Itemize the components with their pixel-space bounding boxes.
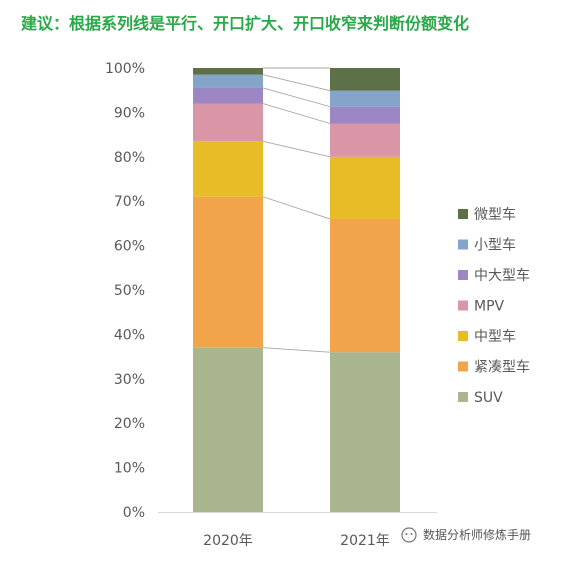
y-tick-label: 10% (114, 461, 145, 477)
bar-segment (193, 74, 263, 88)
legend-swatch (458, 209, 468, 219)
series-line (262, 103, 331, 124)
watermark: 数据分析师修炼手册 (401, 526, 531, 543)
legend-label: MPV (474, 299, 505, 315)
wechat-icon (401, 526, 417, 543)
legend-label: 中大型车 (474, 267, 530, 284)
x-tick-label: 2020年 (203, 533, 253, 549)
y-tick-label: 20% (114, 416, 145, 432)
bar-segment (193, 68, 263, 75)
legend-label: 紧凑型车 (474, 359, 530, 376)
bar-segment (193, 103, 263, 142)
bar-segment (330, 106, 400, 124)
y-tick-label: 90% (114, 105, 145, 121)
bar-segment (193, 87, 263, 104)
y-tick-label: 60% (114, 239, 145, 255)
legend-label: 微型车 (474, 206, 516, 223)
bar-segment (193, 141, 263, 197)
legend-swatch (458, 239, 468, 250)
page-title: 建议：根据系列线是平行、开口扩大、开口收窄来判断份额变化 (21, 14, 470, 33)
y-tick-label: 100% (105, 61, 145, 77)
bar-segment (330, 218, 400, 353)
y-tick-label: 80% (114, 150, 145, 166)
series-line (262, 140, 331, 158)
y-tick-label: 0% (123, 505, 145, 521)
legend-swatch (458, 361, 468, 372)
watermark-text: 数据分析师修炼手册 (423, 528, 532, 542)
legend-swatch (458, 392, 468, 402)
legend-swatch (458, 331, 468, 341)
bar-segment (330, 123, 400, 157)
legend-swatch (458, 270, 468, 280)
x-tick-label: 2021年 (340, 533, 390, 549)
bar-segment (330, 68, 400, 91)
bar-segment (330, 156, 400, 219)
bar-segment (193, 347, 263, 512)
series-line (262, 87, 331, 108)
bar-segment (330, 352, 400, 512)
series-line (262, 74, 331, 92)
legend-label: 中型车 (474, 328, 516, 345)
y-axis: 0% 10% 20% 30% 40% 50% 60% 70% 80% 90% 100% (105, 61, 437, 521)
bar-segment (330, 90, 400, 107)
series-lines (262, 67, 331, 353)
bar-segment (193, 196, 263, 348)
y-tick-label: 70% (114, 194, 145, 210)
y-tick-label: 40% (114, 327, 145, 343)
bars (193, 68, 400, 512)
series-line (262, 347, 331, 353)
legend-swatch (458, 300, 468, 311)
y-tick-label: 30% (114, 372, 145, 388)
legend-label: SUV (474, 390, 503, 406)
x-axis: 2020年 2021年 (203, 533, 390, 549)
series-line (262, 196, 331, 220)
legend-label: 小型车 (474, 237, 516, 254)
y-tick-label: 50% (114, 283, 145, 299)
